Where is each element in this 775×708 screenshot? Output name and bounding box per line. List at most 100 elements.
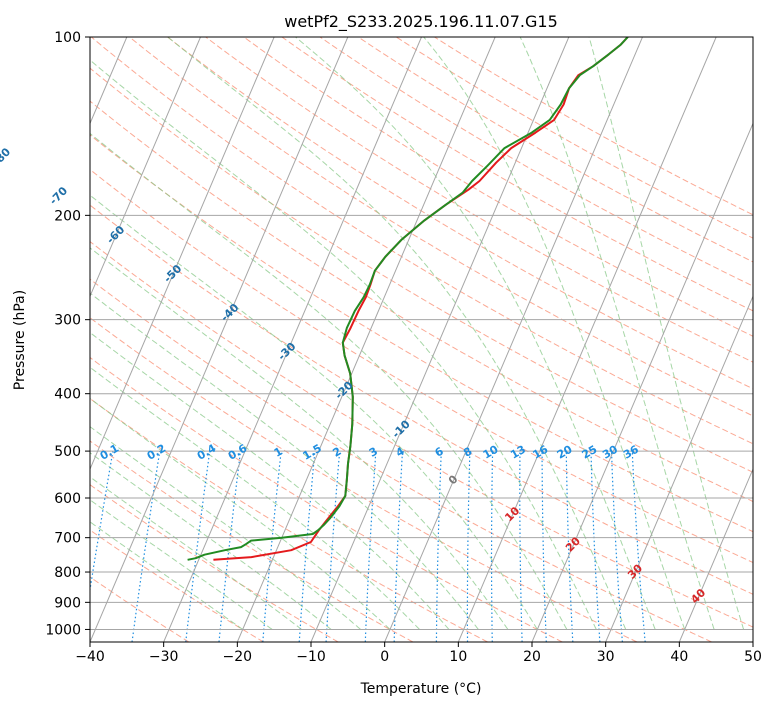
y-tick-label: 400 bbox=[54, 387, 81, 403]
dry-adiabat-label: -80 bbox=[0, 145, 13, 168]
dry-adiabat-line bbox=[129, 37, 753, 417]
mixing-ratio-line bbox=[298, 451, 316, 642]
dry-adiabat-line bbox=[90, 278, 712, 642]
y-tick-label: 1000 bbox=[45, 622, 81, 638]
moist-adiabat-line bbox=[588, 37, 745, 630]
dry-adiabat-line bbox=[205, 37, 753, 363]
y-tick-label: 800 bbox=[54, 565, 81, 581]
profile-series bbox=[187, 37, 629, 561]
moist-adiabat-line bbox=[423, 37, 686, 630]
mixing-ratio-line bbox=[466, 451, 471, 642]
isotherm-line bbox=[236, 37, 496, 642]
moist-adiabat-line bbox=[90, 452, 332, 630]
mixing-ratio-lines bbox=[90, 450, 646, 642]
mixing-ratio-line bbox=[435, 451, 442, 642]
dry-adiabat-label: -40 bbox=[218, 301, 241, 324]
dry-adiabat-line bbox=[281, 37, 753, 312]
isotherm-line bbox=[90, 37, 201, 298]
mixing-ratio-line bbox=[490, 451, 494, 642]
x-tick-label: 0 bbox=[380, 649, 389, 665]
mixing-ratio-label: 0.6 bbox=[226, 441, 250, 462]
moist-adiabat-line bbox=[90, 194, 538, 630]
mixing-ratio-label: 25 bbox=[580, 443, 600, 462]
mixing-ratio-line bbox=[131, 451, 161, 642]
mixing-ratio-line bbox=[519, 451, 523, 642]
x-tick-label: 10 bbox=[449, 649, 467, 665]
moist-adiabat-label: 0 bbox=[446, 472, 461, 487]
mixing-ratio-label: 1.5 bbox=[301, 442, 324, 463]
moist-adiabat-line bbox=[90, 132, 568, 630]
chart-title: wetPf2_S233.2025.196.11.07.G15 bbox=[284, 12, 558, 32]
isotherm-line bbox=[90, 37, 349, 642]
moist-adiabat-line bbox=[295, 37, 656, 630]
isotherm-line bbox=[163, 37, 422, 642]
dry-adiabat-line bbox=[90, 397, 488, 642]
x-tick-label: 30 bbox=[597, 649, 615, 665]
dry-adiabats bbox=[90, 37, 753, 642]
dry-adiabat-line bbox=[90, 317, 638, 642]
dry-adiabat-line bbox=[90, 576, 190, 642]
moist-adiabats bbox=[90, 37, 745, 630]
line-labels: 0.10.20.40.611.52346810131620253036-100-… bbox=[0, 145, 709, 606]
x-tick-label: −10 bbox=[296, 649, 326, 665]
mixing-ratio-label: 1 bbox=[272, 445, 285, 460]
mixing-ratio-line bbox=[218, 451, 242, 642]
moist-adiabat-line bbox=[90, 247, 509, 630]
mixing-ratio-line bbox=[610, 451, 623, 642]
mixing-ratio-label: 6 bbox=[433, 444, 446, 459]
dry-adiabat-line bbox=[90, 37, 753, 445]
dry-adiabat-line bbox=[90, 484, 339, 642]
y-tick-label: 600 bbox=[54, 491, 81, 507]
dry-adiabat-line bbox=[90, 356, 563, 642]
isotherm-line bbox=[531, 122, 753, 642]
isotherm-line bbox=[678, 467, 753, 642]
dry-adiabat-line bbox=[167, 37, 753, 390]
mixing-ratio-label: 10 bbox=[481, 443, 501, 462]
temperature-line bbox=[213, 37, 629, 561]
dry-adiabat-label: -70 bbox=[47, 184, 70, 207]
y-tick-label: 500 bbox=[54, 444, 81, 460]
x-tick-label: −30 bbox=[149, 649, 179, 665]
isotherm-line bbox=[457, 37, 717, 642]
dry-adiabat-line bbox=[90, 134, 753, 533]
moist-adiabat-line bbox=[90, 521, 243, 630]
dewpoint-line bbox=[187, 37, 629, 561]
dry-adiabat-line bbox=[243, 37, 753, 337]
mixing-ratio-line bbox=[590, 451, 601, 642]
x-tick-label: 40 bbox=[670, 649, 688, 665]
isotherm-line bbox=[605, 295, 753, 642]
plot-frame bbox=[89, 36, 754, 643]
y-tick-label: 100 bbox=[54, 30, 81, 46]
dry-adiabat-line bbox=[90, 168, 753, 564]
mixing-ratio-line bbox=[90, 450, 114, 594]
moist-adiabat-line bbox=[90, 499, 273, 630]
mixing-ratio-label: 13 bbox=[508, 443, 528, 462]
moist-adiabat-line bbox=[90, 476, 302, 630]
moist-adiabat-label: 30 bbox=[625, 561, 645, 581]
mixing-ratio-label: 0.2 bbox=[145, 442, 168, 463]
y-tick-label: 200 bbox=[54, 208, 81, 224]
moist-adiabat-line bbox=[167, 37, 627, 630]
moist-adiabat-line bbox=[90, 366, 420, 630]
y-tick-label: 700 bbox=[54, 531, 81, 547]
moist-adiabat-line bbox=[90, 292, 479, 630]
y-tick-label: 300 bbox=[54, 313, 81, 329]
mixing-ratio-label: 16 bbox=[530, 443, 550, 462]
dry-adiabat-line bbox=[90, 241, 753, 628]
mixing-ratio-line bbox=[364, 451, 377, 642]
moist-adiabat-line bbox=[90, 331, 450, 630]
dry-adiabat-label: -10 bbox=[390, 417, 413, 440]
moist-adiabat-line bbox=[519, 37, 715, 630]
grid-lines bbox=[90, 37, 753, 642]
mixing-ratio-label: 0.1 bbox=[98, 442, 121, 463]
x-tick-label: −40 bbox=[75, 649, 105, 665]
x-tick-label: 50 bbox=[744, 649, 762, 665]
y-tick-label: 900 bbox=[54, 595, 81, 611]
moist-adiabat-line bbox=[90, 426, 361, 630]
dry-adiabat-line bbox=[90, 67, 753, 473]
mixing-ratio-label: 3 bbox=[367, 445, 380, 460]
mixing-ratio-label: 36 bbox=[621, 443, 641, 462]
dry-adiabat-line bbox=[357, 37, 753, 263]
y-axis-label: Pressure (hPa) bbox=[12, 290, 28, 390]
